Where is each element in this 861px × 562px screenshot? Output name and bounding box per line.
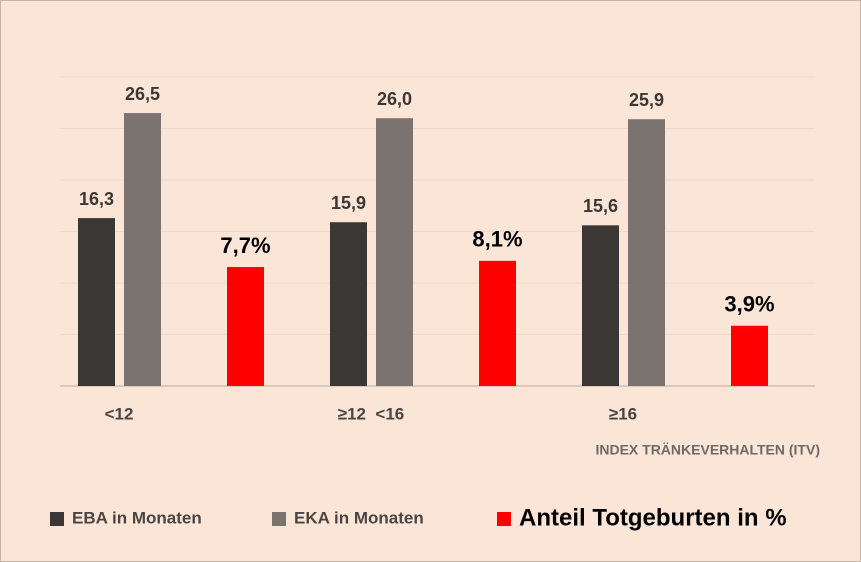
legend-label: Anteil Totgeburten in % (519, 504, 787, 531)
bar (628, 119, 665, 386)
x-tick-label: <12 (105, 404, 134, 423)
legend-swatch (497, 512, 511, 526)
x-tick-label: ≥12 <16 (338, 404, 405, 423)
value-label: 25,9 (629, 90, 664, 110)
value-label: 15,6 (583, 196, 618, 216)
legend-swatch (50, 512, 64, 526)
bar (731, 325, 768, 386)
bar (582, 225, 619, 386)
value-label: 16,3 (79, 189, 114, 209)
value-label: 8,1% (472, 227, 522, 252)
bar (124, 113, 161, 387)
bar (227, 267, 264, 386)
legend-swatch (272, 512, 286, 526)
value-label: 15,9 (331, 193, 366, 213)
x-axis-title: INDEX TRÄNKEVERHALTEN (ITV) (595, 442, 820, 458)
legend-label: EBA in Monaten (72, 508, 202, 527)
value-label: 7,7% (220, 233, 270, 258)
bar (479, 260, 516, 386)
bar (78, 218, 115, 386)
value-label: 26,0 (377, 89, 412, 109)
value-label: 26,5 (125, 84, 160, 104)
value-label: 3,9% (724, 292, 774, 317)
bar (330, 222, 367, 386)
bar (376, 118, 413, 386)
x-tick-label: ≥16 (609, 404, 637, 423)
legend-label: EKA in Monaten (294, 508, 424, 527)
